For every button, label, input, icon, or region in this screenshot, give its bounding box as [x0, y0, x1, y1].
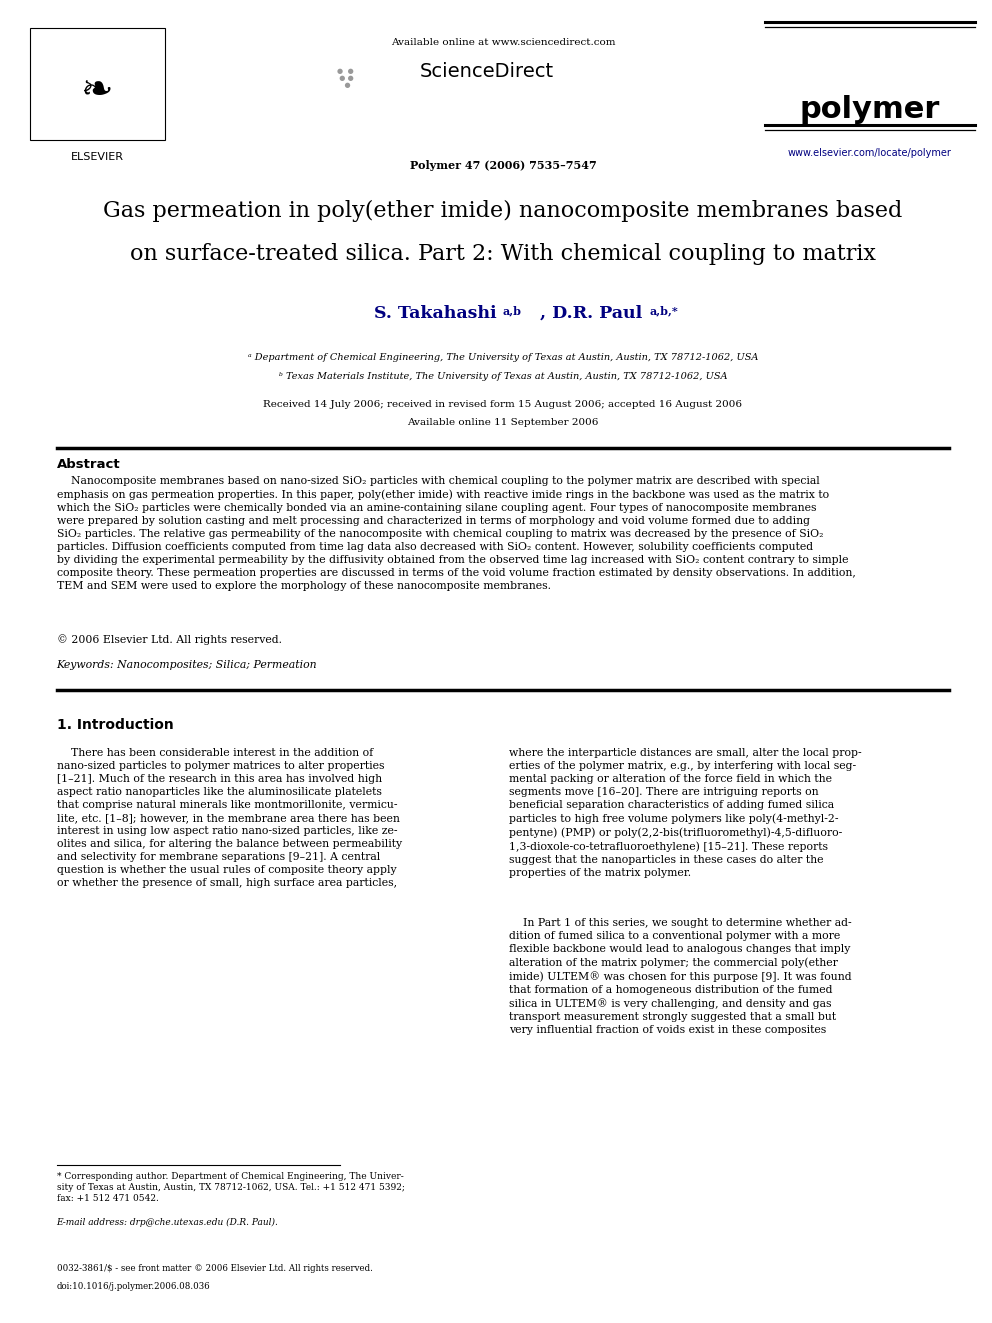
Text: where the interparticle distances are small, alter the local prop-
erties of the: where the interparticle distances are sm…: [509, 747, 861, 877]
Text: ᵇ Texas Materials Institute, The University of Texas at Austin, Austin, TX 78712: ᵇ Texas Materials Institute, The Univers…: [279, 372, 727, 381]
Text: ᵃ Department of Chemical Engineering, The University of Texas at Austin, Austin,: ᵃ Department of Chemical Engineering, Th…: [248, 353, 758, 363]
Text: 0032-3861/$ - see front matter © 2006 Elsevier Ltd. All rights reserved.: 0032-3861/$ - see front matter © 2006 El…: [57, 1263, 372, 1273]
Text: polymer: polymer: [800, 95, 940, 124]
Text: www.elsevier.com/locate/polymer: www.elsevier.com/locate/polymer: [788, 148, 952, 157]
Text: Gas permeation in poly(ether imide) nanocomposite membranes based: Gas permeation in poly(ether imide) nano…: [103, 200, 903, 222]
Text: In Part 1 of this series, we sought to determine whether ad-
dition of fumed sil: In Part 1 of this series, we sought to d…: [509, 918, 851, 1036]
Text: ❧: ❧: [81, 73, 114, 110]
Text: Received 14 July 2006; received in revised form 15 August 2006; accepted 16 Augu: Received 14 July 2006; received in revis…: [264, 400, 742, 409]
Bar: [30, 28, 165, 140]
Text: ELSEVIER: ELSEVIER: [71, 152, 124, 161]
Text: Polymer 47 (2006) 7535–7547: Polymer 47 (2006) 7535–7547: [410, 160, 596, 171]
Text: Keywords: Nanocomposites; Silica; Permeation: Keywords: Nanocomposites; Silica; Permea…: [57, 660, 317, 669]
Text: © 2006 Elsevier Ltd. All rights reserved.: © 2006 Elsevier Ltd. All rights reserved…: [57, 634, 282, 644]
Text: on surface-treated silica. Part 2: With chemical coupling to matrix: on surface-treated silica. Part 2: With …: [130, 243, 876, 265]
Text: There has been considerable interest in the addition of
nano-sized particles to : There has been considerable interest in …: [57, 747, 402, 889]
Text: Available online at www.sciencedirect.com: Available online at www.sciencedirect.co…: [391, 38, 615, 48]
Text: 1. Introduction: 1. Introduction: [57, 718, 174, 732]
Text: , D.R. Paul: , D.R. Paul: [540, 306, 648, 321]
Text: ScienceDirect: ScienceDirect: [420, 62, 555, 81]
Text: Nanocomposite membranes based on nano-sized SiO₂ particles with chemical couplin: Nanocomposite membranes based on nano-si…: [57, 476, 855, 591]
Text: E-mail address: drp@che.utexas.edu (D.R. Paul).: E-mail address: drp@che.utexas.edu (D.R.…: [57, 1218, 279, 1228]
Text: * Corresponding author. Department of Chemical Engineering, The Univer-
sity of : * Corresponding author. Department of Ch…: [57, 1172, 405, 1203]
Text: ●  ●
 ● ●
  ●: ● ● ● ● ●: [336, 67, 353, 89]
Text: Abstract: Abstract: [57, 458, 120, 471]
Text: Available online 11 September 2006: Available online 11 September 2006: [408, 418, 598, 427]
Text: S. Takahashi: S. Takahashi: [374, 306, 503, 321]
Text: doi:10.1016/j.polymer.2006.08.036: doi:10.1016/j.polymer.2006.08.036: [57, 1282, 210, 1291]
Text: a,b: a,b: [503, 306, 522, 316]
Text: a,b,*: a,b,*: [650, 306, 679, 316]
